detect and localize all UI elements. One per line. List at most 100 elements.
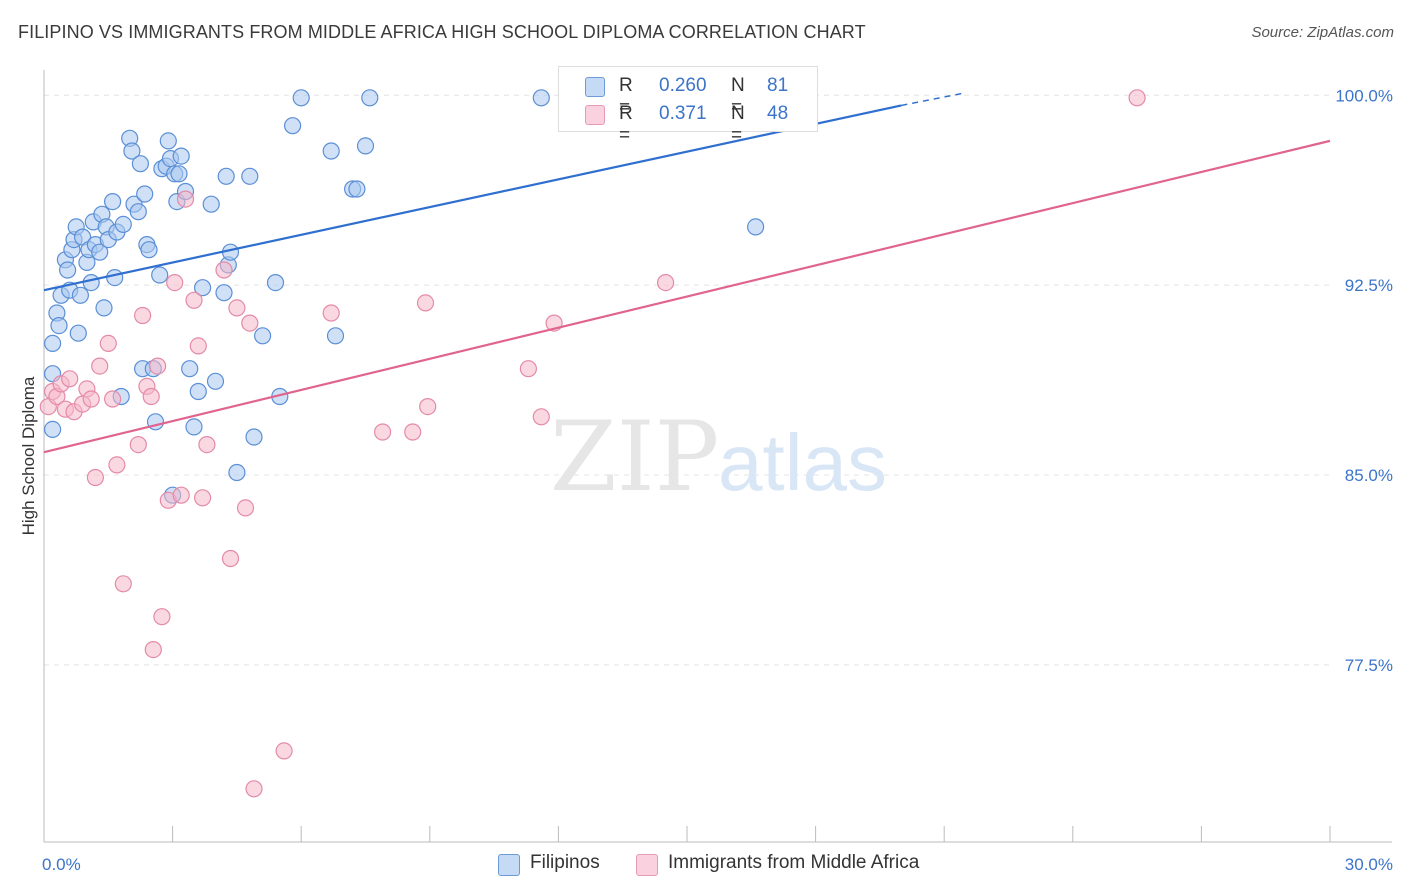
filipinos-point-25 xyxy=(103,193,122,211)
filipinos-point-68 xyxy=(284,117,302,135)
filipinos-point-53 xyxy=(185,418,203,436)
watermark-atlas: atlas xyxy=(718,418,887,507)
middle-africa-point-19 xyxy=(142,387,160,406)
filipinos-point-69 xyxy=(292,89,310,107)
middle-africa-point-14 xyxy=(108,456,126,474)
filipinos-point-12 xyxy=(69,324,87,342)
axes xyxy=(43,70,1392,843)
middle-africa-point-5 xyxy=(61,370,79,388)
filipinos-legend-label: Filipinos xyxy=(530,852,600,873)
n-value: 81 xyxy=(767,75,789,96)
ticks-layer: 100.0% 92.5% 85.0% 77.5% 0.0% 30.0% xyxy=(42,86,1393,874)
middle-africa-point-13 xyxy=(103,390,122,408)
middle-africa-point-40 xyxy=(404,423,422,441)
middle-africa-point-31 xyxy=(215,261,233,279)
filipinos-point-7 xyxy=(58,261,77,279)
filipinos-point-13 xyxy=(71,286,90,304)
middle-africa-point-24 xyxy=(166,274,184,292)
middle-africa-point-42 xyxy=(419,398,437,416)
r-label: R = xyxy=(619,103,633,146)
filipinos-point-58 xyxy=(215,284,233,302)
middle-africa-point-36 xyxy=(245,780,263,798)
filipinos-point-73 xyxy=(348,180,366,198)
chart-title: FILIPINO VS IMMIGRANTS FROM MIDDLE AFRIC… xyxy=(18,22,866,42)
filipinos-point-75 xyxy=(361,89,379,107)
middle-africa-point-39 xyxy=(374,423,392,441)
filipinos-point-55 xyxy=(194,279,212,297)
filipinos-point-59 xyxy=(217,167,235,185)
middle-africa-point-15 xyxy=(114,575,132,593)
middle-africa-point-9 xyxy=(82,390,100,408)
filipinos-point-52 xyxy=(181,360,199,378)
middle-africa-point-30 xyxy=(198,436,216,454)
y-tick-label-2: 85.0% xyxy=(1345,466,1393,485)
filipinos-point-4 xyxy=(50,317,68,335)
middle-africa-point-33 xyxy=(228,299,246,317)
n-value: 48 xyxy=(767,103,789,124)
middle-africa-legend-label: Immigrants from Middle Africa xyxy=(668,852,920,873)
middle-africa-point-34 xyxy=(236,499,255,517)
filipinos-point-36 xyxy=(136,185,154,203)
y-tick-label-3: 77.5% xyxy=(1345,656,1393,675)
r-label: R = xyxy=(619,75,633,118)
filipinos-point-29 xyxy=(114,215,132,233)
filipinos-point-1 xyxy=(43,334,62,352)
x-tick-label-0: 0.0% xyxy=(42,855,81,874)
middle-africa-legend-swatch xyxy=(636,854,658,876)
filipinos-point-49 xyxy=(170,165,188,183)
filipinos-point-38 xyxy=(140,241,158,259)
filipinos-point-70 xyxy=(322,142,340,160)
middle-africa-point-46 xyxy=(656,274,675,292)
stats-legend: R = 0.260 N = 81 R = 0.371 N = 48 xyxy=(558,66,818,146)
middle-africa-point-43 xyxy=(519,360,538,378)
middle-africa-point-16 xyxy=(129,436,147,454)
filipinos-point-74 xyxy=(356,137,375,155)
filipinos-point-22 xyxy=(95,299,113,317)
trend-layer xyxy=(43,92,1331,454)
y-tick-label-0: 100.0% xyxy=(1335,86,1393,105)
x-tick-label-1: 30.0% xyxy=(1345,855,1393,874)
filipinos-trend-line xyxy=(43,104,902,292)
filipinos-point-65 xyxy=(254,327,272,345)
watermark-zip: ZIP xyxy=(550,401,719,513)
r-value: 0.371 xyxy=(659,103,707,124)
filipinos-point-64 xyxy=(245,428,263,446)
middle-africa-point-35 xyxy=(241,314,259,332)
middle-africa-point-38 xyxy=(322,304,340,322)
middle-africa-point-26 xyxy=(176,190,195,208)
filipinos-point-76 xyxy=(532,89,550,107)
filipinos-point-71 xyxy=(326,327,345,345)
middle-africa-point-28 xyxy=(189,337,207,355)
middle-africa-point-32 xyxy=(221,549,240,568)
middle-africa-point-20 xyxy=(144,640,162,659)
filipinos-point-54 xyxy=(189,382,207,401)
middle-africa-point-37 xyxy=(275,742,293,760)
y-axis-label: High School Diploma xyxy=(19,376,38,535)
filipinos-legend-swatch xyxy=(498,854,520,876)
middle-africa-point-25 xyxy=(172,486,190,504)
points-layer xyxy=(39,89,1146,798)
middle-africa-trend-line xyxy=(43,139,1331,454)
middle-africa-point-44 xyxy=(532,408,550,426)
watermark: ZIP atlas xyxy=(550,401,887,513)
middle-africa-swatch xyxy=(585,105,605,125)
filipinos-point-33 xyxy=(129,203,147,221)
filipinos-point-34 xyxy=(131,155,149,173)
filipinos-point-77 xyxy=(746,218,765,236)
middle-africa-point-29 xyxy=(194,489,212,507)
filipinos-point-17 xyxy=(82,274,100,292)
filipinos-point-56 xyxy=(202,195,220,213)
gridlines xyxy=(44,94,1330,666)
filipinos-point-2 xyxy=(43,420,62,438)
middle-africa-point-21 xyxy=(149,357,167,375)
n-label: N = xyxy=(731,103,745,146)
filipinos-point-63 xyxy=(241,167,259,185)
filipinos-point-66 xyxy=(266,274,285,292)
middle-africa-point-17 xyxy=(134,306,152,325)
chart-source: Source: ZipAtlas.com xyxy=(1251,24,1394,41)
filipinos-trend-extension xyxy=(901,92,966,107)
filipinos-point-41 xyxy=(151,266,169,284)
filipinos-point-44 xyxy=(159,132,177,150)
filipinos-point-50 xyxy=(172,147,190,165)
